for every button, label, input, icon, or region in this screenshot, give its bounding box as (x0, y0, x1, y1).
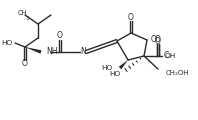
Text: O: O (155, 36, 161, 45)
Text: HO: HO (110, 71, 121, 77)
Text: OH: OH (165, 53, 176, 59)
Text: N: N (80, 48, 86, 57)
Text: O: O (155, 36, 161, 45)
Text: O: O (22, 60, 28, 69)
Text: O: O (128, 12, 134, 21)
Text: HO: HO (1, 40, 13, 46)
Text: HO: HO (102, 65, 113, 71)
Text: C: C (164, 51, 169, 60)
Text: NH: NH (46, 48, 57, 57)
Polygon shape (25, 47, 42, 54)
Text: CH: CH (17, 10, 27, 16)
Text: O: O (151, 36, 157, 45)
Text: O: O (57, 31, 63, 41)
Polygon shape (119, 60, 128, 69)
Text: 3: 3 (26, 17, 29, 21)
Text: CH₂OH: CH₂OH (166, 70, 189, 76)
